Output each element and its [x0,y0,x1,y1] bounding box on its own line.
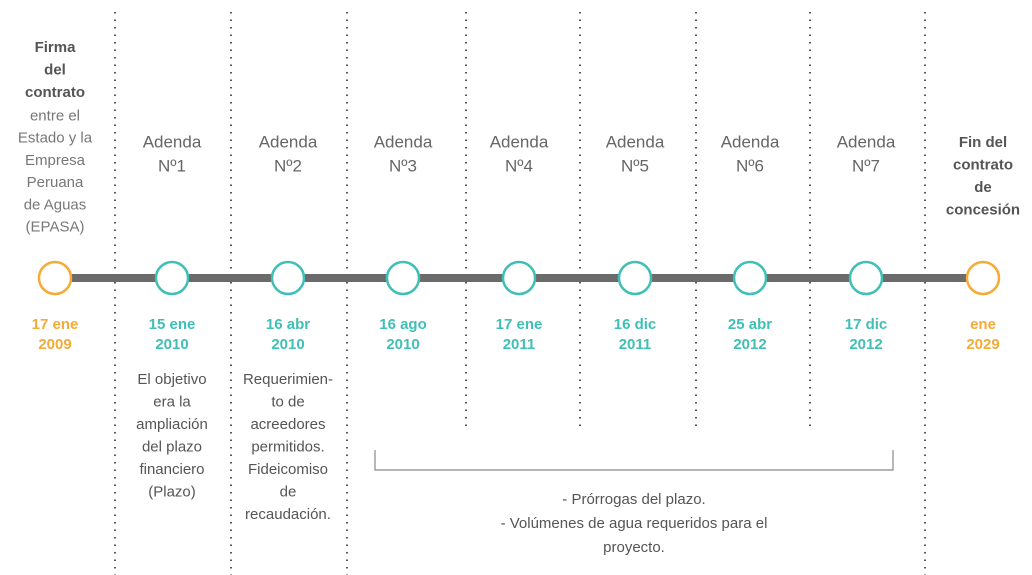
description: era la [153,393,191,410]
heading: Adenda [374,132,433,151]
description: financiero [139,461,204,478]
milestone-dot [617,260,653,296]
heading: Adenda [143,132,202,151]
date: 25 abr [728,316,772,333]
heading: del [44,61,66,78]
milestone-dot [848,260,884,296]
milestone-dot [501,260,537,296]
milestone-dot [385,260,421,296]
date: 16 ago [379,316,427,333]
date: 15 ene [149,316,196,333]
heading: Adenda [721,132,780,151]
heading: Nº3 [389,156,417,175]
heading: Nº4 [505,156,533,175]
note: Estado y la [18,130,93,147]
heading: contrato [953,156,1013,173]
date: 2011 [503,336,536,353]
date: 2012 [733,336,766,353]
date: 2010 [386,336,419,353]
heading: Adenda [259,132,318,151]
heading: Nº7 [852,156,880,175]
milestone-dot [732,260,768,296]
description: El objetivo [137,371,206,388]
date: 2012 [849,336,882,353]
date: 16 abr [266,316,310,333]
heading: Nº1 [158,156,186,175]
description: del plazo [142,438,202,455]
group-description: proyecto. [603,539,665,556]
description: permitidos. [251,438,324,455]
heading: Nº5 [621,156,649,175]
separators [114,12,926,575]
description: to de [271,393,304,410]
heading: Adenda [837,132,896,151]
description: Fideicomiso [248,461,328,478]
date: 2029 [966,336,999,353]
group-description: - Volúmenes de agua requeridos para el [501,515,768,532]
note: Empresa [25,152,86,169]
heading: de [974,179,992,196]
description: Requerimien- [243,371,333,388]
description: ampliación [136,416,208,433]
milestone-dot [270,260,306,296]
heading: Adenda [606,132,665,151]
group-description: - Prórrogas del plazo. [562,491,705,508]
heading: Firma [35,39,77,56]
description: recaudación. [245,506,331,523]
date: ene [970,316,996,333]
heading: contrato [25,84,85,101]
date: 2009 [38,336,71,353]
date: 16 dic [614,316,657,333]
note: Peruana [27,174,84,191]
description: (Plazo) [148,483,196,500]
note: entre el [30,107,80,124]
date: 2010 [271,336,304,353]
note: de Aguas [24,196,87,213]
heading: Adenda [490,132,549,151]
date: 2011 [619,336,652,353]
description: acreedores [250,416,325,433]
milestone-dot [965,260,1001,296]
heading: Nº2 [274,156,302,175]
heading: Nº6 [736,156,764,175]
milestone-dot [37,260,73,296]
milestone-dot [154,260,190,296]
description: de [280,483,297,500]
date: 17 ene [32,316,79,333]
heading: concesión [946,201,1020,218]
date: 17 dic [845,316,888,333]
note: (EPASA) [26,218,85,235]
date: 2010 [155,336,188,353]
group-bracket [374,450,894,471]
heading: Fin del [959,134,1007,151]
date: 17 ene [496,316,543,333]
